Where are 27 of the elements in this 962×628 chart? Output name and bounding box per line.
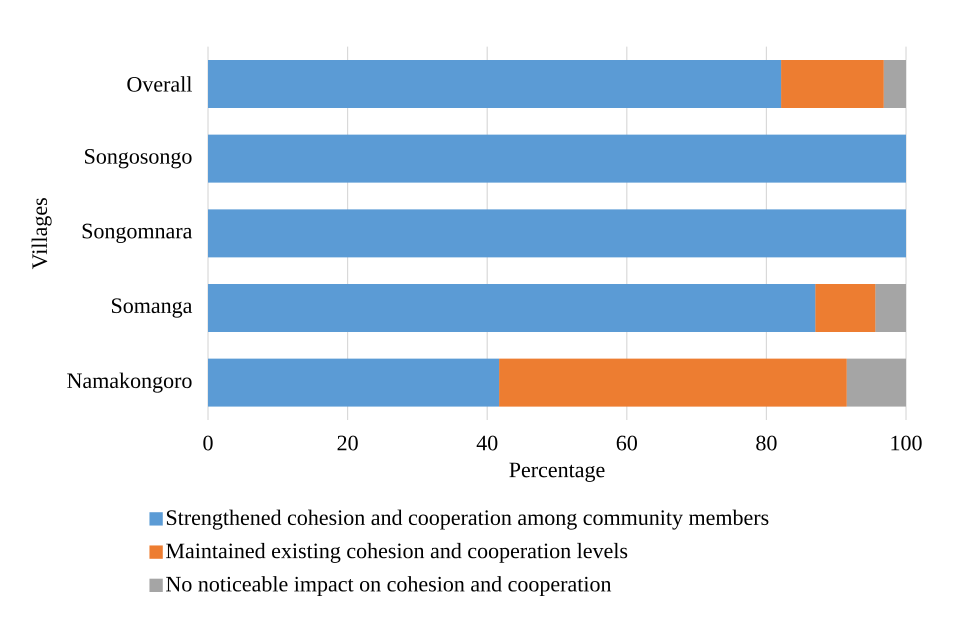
y-tick-label: Somanga xyxy=(112,298,192,318)
x-axis-title: Percentage xyxy=(509,462,604,482)
bar xyxy=(208,284,816,332)
y-tick-label: Overall xyxy=(127,76,192,92)
y-tick-label: Namakongoro xyxy=(67,372,192,393)
x-tick-label: 20 xyxy=(338,436,358,450)
bar xyxy=(884,60,906,108)
x-tick-label: 0 xyxy=(203,436,213,450)
bar xyxy=(781,60,884,108)
legend-label: Maintained existing cohesion and cooperation levels xyxy=(166,542,628,563)
bar xyxy=(875,284,906,332)
bar xyxy=(499,358,847,407)
bar xyxy=(208,134,906,183)
x-tick-label: 100 xyxy=(891,436,922,450)
bar xyxy=(846,358,906,407)
y-tick-label: Songosongo xyxy=(85,149,192,168)
bar xyxy=(208,358,500,407)
x-tick-label: 40 xyxy=(476,436,498,450)
y-axis-title: Villages xyxy=(32,198,52,270)
bar xyxy=(208,60,782,108)
y-tick-label: Songomnara xyxy=(82,224,192,243)
legend-label: Strengthened cohesion and cooperation among community members xyxy=(166,510,768,530)
bar xyxy=(208,209,906,258)
bar xyxy=(815,284,876,332)
x-tick-label: 80 xyxy=(756,436,777,450)
x-tick-label: 60 xyxy=(616,436,637,450)
legend-label: No noticeable impact on cohesion and cooperation xyxy=(166,576,612,596)
